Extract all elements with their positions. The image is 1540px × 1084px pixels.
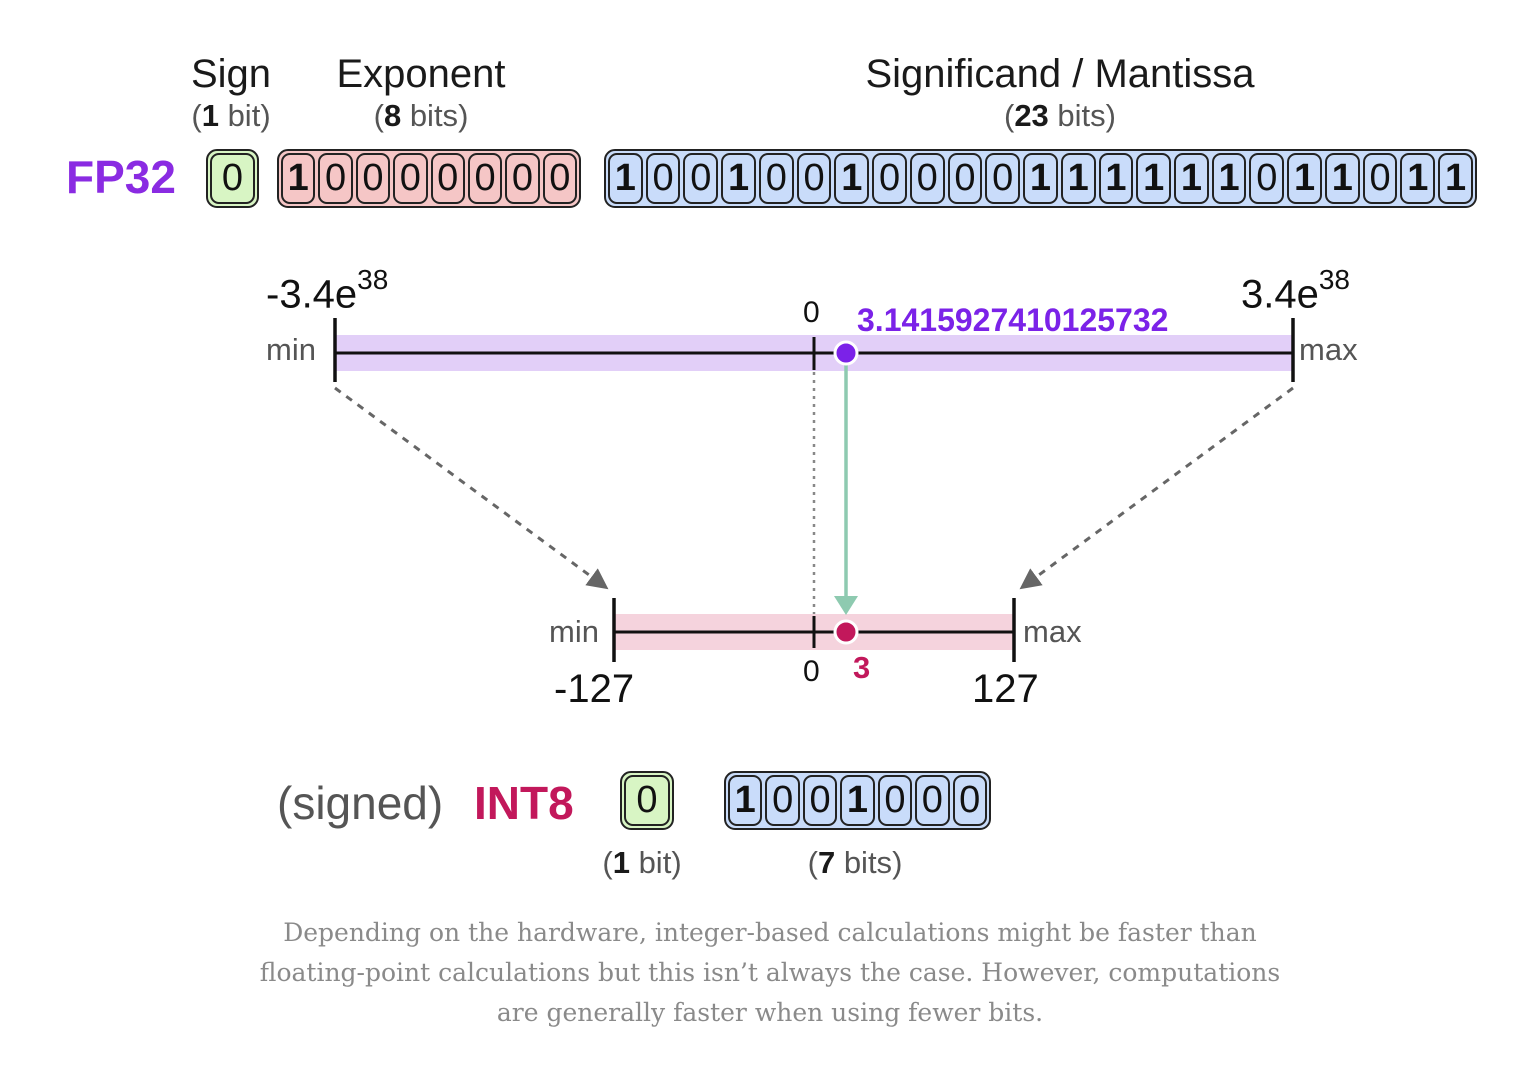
exponent-bits-label: (8 bits) [373, 98, 469, 133]
bit-cell: 0 [467, 153, 503, 204]
bit-cell: 0 [683, 153, 719, 204]
bit-cell: 0 [952, 775, 987, 826]
fp32-sign-group: 0 [206, 149, 259, 208]
int8-prefix: (signed) [277, 777, 444, 829]
bit-cell: 1 [728, 775, 763, 826]
figure-caption: Depending on the hardware, integer-based… [259, 918, 1281, 1027]
bit-cell: 1 [840, 775, 875, 826]
fp32-label: FP32 [66, 151, 176, 203]
sign-header: Sign [190, 52, 272, 96]
mantissa-bits-label: (23 bits) [1003, 98, 1116, 133]
bit-cell: 0 [915, 775, 950, 826]
bit-cell: 0 [758, 153, 794, 204]
bit-cell: 1 [1098, 153, 1134, 204]
bit-cell: 0 [796, 153, 832, 204]
int8-max-value: 127 [972, 667, 1039, 711]
bit-cell: 1 [1400, 153, 1436, 204]
bit-cell: 0 [393, 153, 428, 204]
bit-cell: 0 [765, 775, 800, 826]
bit-cell: 0 [1362, 153, 1398, 204]
bit-cell: 0 [909, 153, 945, 204]
bit-cell: 1 [1287, 153, 1322, 204]
bit-cell: 1 [1438, 153, 1473, 204]
int8-min-word: min [549, 614, 599, 649]
bit-cell: 0 [1249, 153, 1285, 204]
fp32-min-word: min [266, 332, 316, 367]
value-mapping-arrowhead [834, 596, 858, 615]
bit-cell: 1 [1060, 153, 1096, 204]
bit-cell: 1 [834, 153, 870, 204]
int8-max-word: max [1023, 614, 1082, 649]
int8-sign-bits-label: (1 bit) [602, 845, 682, 880]
bit-cell: 1 [1136, 153, 1172, 204]
bit-cell: 0 [985, 153, 1021, 204]
bit-cell: 0 [645, 153, 681, 204]
bit-cell: 0 [505, 153, 540, 204]
bit-cell: 0 [624, 775, 670, 826]
fp32-max-word: max [1299, 332, 1358, 367]
bit-cell: 1 [281, 153, 316, 204]
exponent-header: Exponent [336, 52, 506, 96]
bit-cell: 0 [318, 153, 353, 204]
bit-cell: 1 [1211, 153, 1247, 204]
bit-cell: 0 [542, 153, 577, 204]
fp32-value-point [833, 340, 859, 366]
bit-cell: 1 [1174, 153, 1209, 204]
int8-value-label: 3 [853, 650, 871, 685]
fp32-min-value: -3.4e38 [266, 264, 389, 317]
int8-label: INT8 [474, 777, 574, 829]
int8-value-point [833, 619, 859, 645]
bit-cell: 0 [877, 775, 913, 826]
int8-min-value: -127 [554, 667, 635, 711]
bit-cell: 0 [430, 153, 465, 204]
sign-bits-label: (1 bit) [191, 98, 271, 133]
int8-zero-label: 0 [803, 655, 820, 688]
bit-cell: 1 [721, 153, 756, 204]
min-mapping-arrow [334, 386, 609, 590]
mantissa-header: Significand / Mantissa [865, 52, 1255, 96]
fp32-max-value: 3.4e38 [1241, 264, 1351, 317]
int8-sign-group: 0 [620, 771, 674, 830]
bit-cell: 0 [210, 153, 255, 204]
int8-value-bits-label: (7 bits) [807, 845, 903, 880]
bit-cell: 1 [1023, 153, 1058, 204]
bit-cell: 0 [872, 153, 907, 204]
fp32-zero-label: 0 [803, 296, 820, 329]
bit-cell: 0 [947, 153, 983, 204]
fp32-value-label: 3.1415927410125732 [857, 302, 1169, 338]
max-mapping-arrow [1019, 386, 1294, 590]
bit-cell: 1 [608, 153, 643, 204]
bit-cell: 0 [355, 153, 391, 204]
bit-cell: 1 [1324, 153, 1360, 204]
bit-cell: 0 [802, 775, 838, 826]
